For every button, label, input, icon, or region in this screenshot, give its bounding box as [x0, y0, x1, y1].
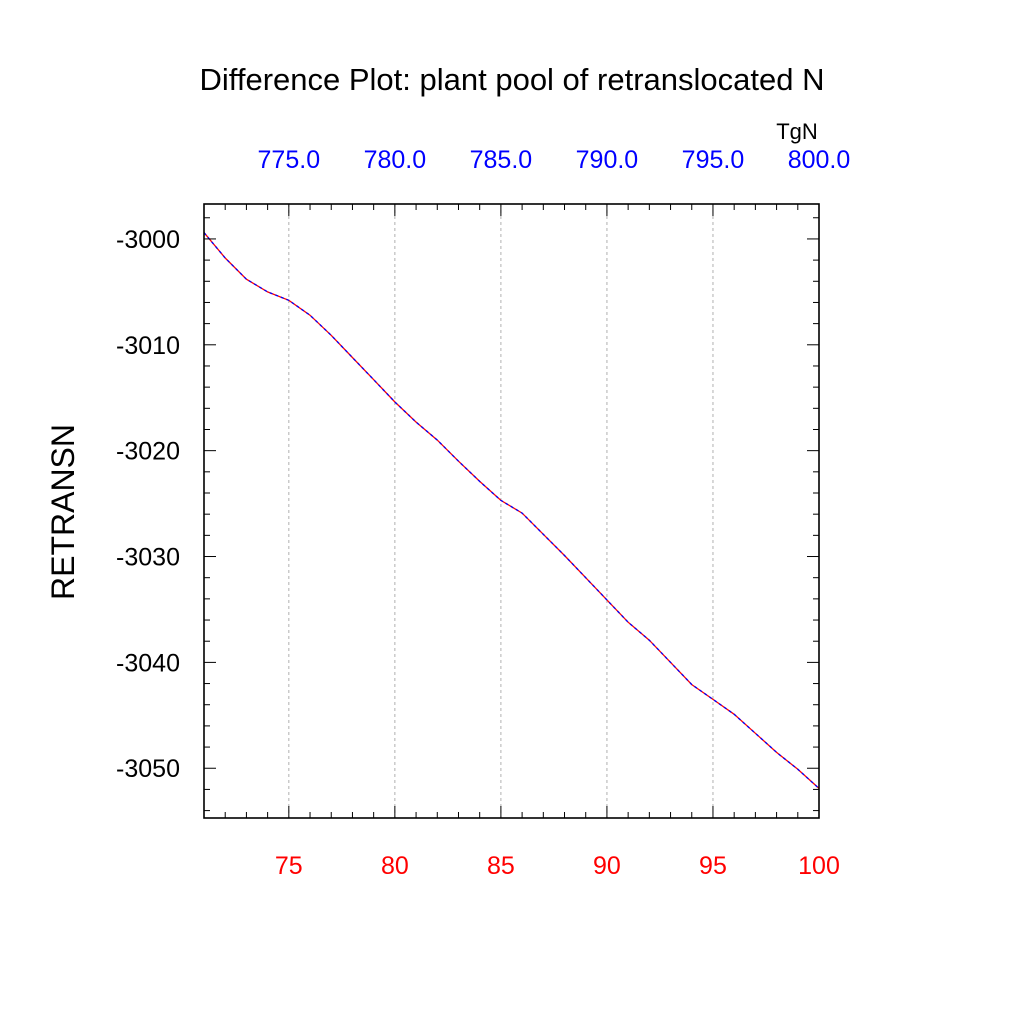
y-tick-label: -3050	[116, 755, 180, 783]
plot-frame	[203, 203, 820, 819]
x-tick-label-top: 790.0	[576, 146, 639, 174]
series-line-1	[203, 232, 820, 789]
x-tick-label-bottom: 95	[699, 852, 727, 880]
x-tick-label-top: 780.0	[364, 146, 427, 174]
chart-title: Difference Plot: plant pool of retranslo…	[200, 62, 825, 97]
series-lines	[203, 232, 820, 789]
x-tick-label-top: 785.0	[470, 146, 533, 174]
top-axis-units-label: TgN	[776, 119, 818, 144]
tick-labels: 75 80 85 90 95 100 775.0 780.0 785.0 790.0 795.0 80…	[116, 146, 850, 880]
y-tick-label: -3010	[116, 332, 180, 360]
x-tick-label-bottom: 75	[275, 852, 303, 880]
x-tick-label-bottom: 90	[593, 852, 621, 880]
y-axis-title: RETRANSN	[45, 424, 81, 600]
y-tick-label: -3020	[116, 438, 180, 466]
x-tick-label-bottom: 100	[798, 852, 840, 880]
x-tick-label-top: 800.0	[788, 146, 851, 174]
y-tick-label: -3030	[116, 544, 180, 572]
series-line-2	[203, 232, 820, 789]
y-tick-label: -3000	[116, 226, 180, 254]
axis-ticks	[203, 204, 820, 818]
x-tick-label-top: 795.0	[682, 146, 745, 174]
x-tick-label-bottom: 85	[487, 852, 515, 880]
x-tick-label-bottom: 80	[381, 852, 409, 880]
y-tick-label: -3040	[116, 649, 180, 677]
grid-lines	[288, 204, 714, 818]
x-tick-label-top: 775.0	[258, 146, 321, 174]
